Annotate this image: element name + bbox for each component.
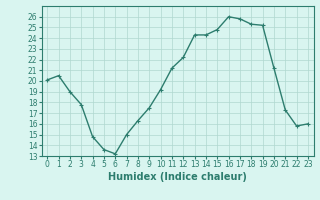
X-axis label: Humidex (Indice chaleur): Humidex (Indice chaleur)	[108, 172, 247, 182]
